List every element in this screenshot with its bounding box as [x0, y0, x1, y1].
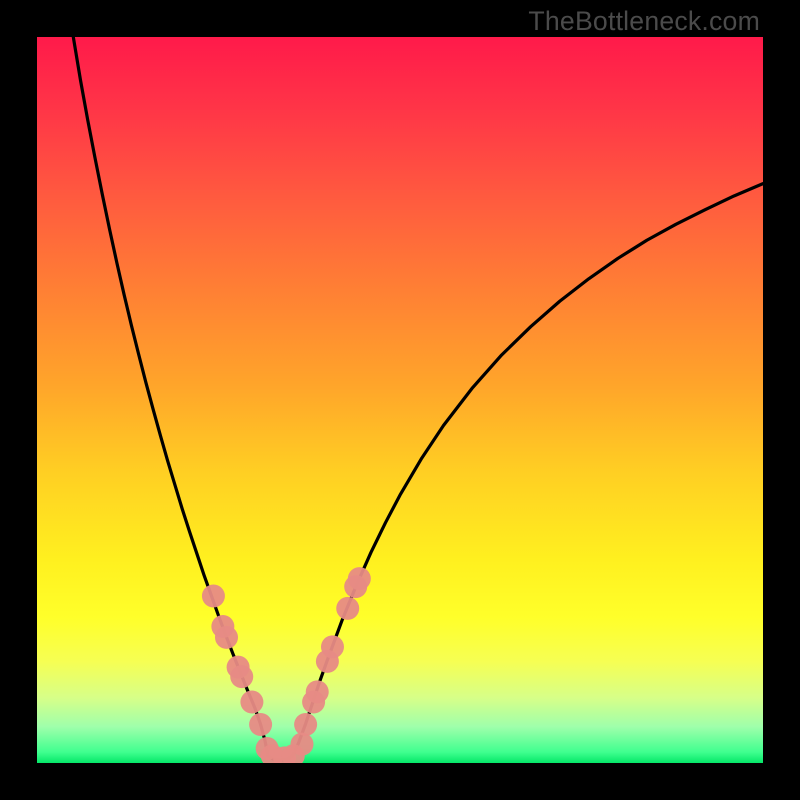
bottleneck-curve — [73, 37, 763, 760]
data-point — [202, 585, 225, 608]
chart-stage: TheBottleneck.com — [0, 0, 800, 800]
data-point — [336, 597, 359, 620]
watermark-text: TheBottleneck.com — [528, 6, 760, 37]
data-point — [290, 733, 313, 756]
plot-area — [37, 37, 763, 763]
data-point — [294, 713, 317, 736]
data-point — [321, 635, 344, 658]
data-point — [215, 626, 238, 649]
curve-layer — [37, 37, 763, 763]
data-point — [249, 713, 272, 736]
data-point — [230, 665, 253, 688]
data-point — [348, 567, 371, 590]
data-point — [240, 691, 263, 714]
data-point — [306, 680, 329, 703]
